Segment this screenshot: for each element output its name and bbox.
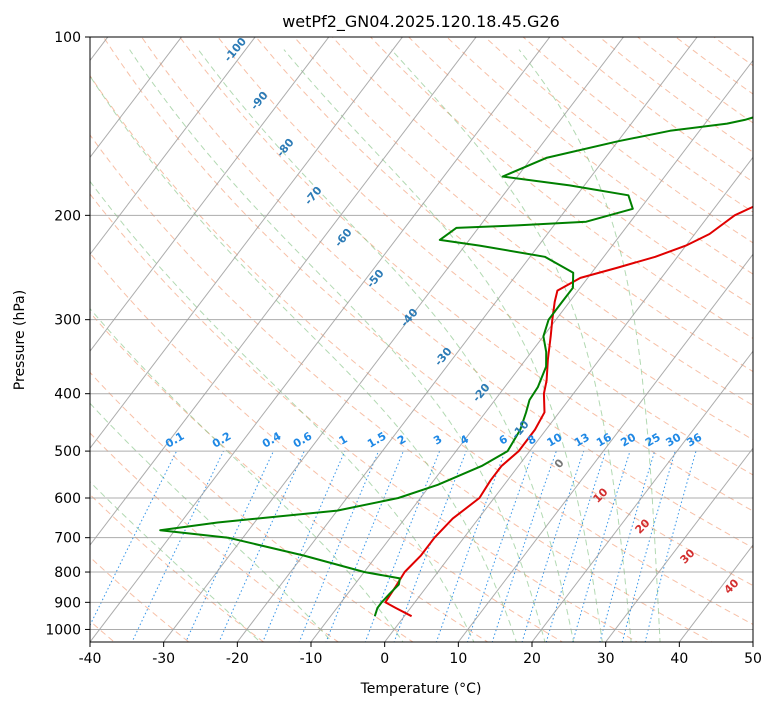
isotherm — [90, 37, 183, 159]
mixing-ratio-line — [131, 450, 224, 642]
y-tick-label: 200 — [54, 208, 81, 224]
mixing-ratio-line — [364, 450, 441, 642]
grid-lines — [0, 0, 753, 654]
plot-frame — [89, 36, 754, 643]
dry-adiabat — [255, 37, 753, 441]
dry-adiabat — [90, 311, 489, 642]
dry-adiabat — [90, 371, 414, 642]
y-tick-label: 400 — [54, 387, 81, 403]
x-tick-label: 0 — [380, 651, 389, 667]
x-axis-label: Temperature (°C) — [360, 681, 482, 697]
x-tick-label: -30 — [152, 651, 175, 667]
y-tick-label: 300 — [54, 313, 81, 329]
moist-adiabat — [90, 75, 517, 642]
mixing-ratio-line — [298, 450, 380, 642]
moist-adiabat — [518, 49, 661, 642]
dry-adiabat — [90, 134, 713, 642]
y-tick-label: 100 — [54, 30, 81, 46]
dry-adiabat — [141, 37, 753, 549]
moist-adiabat — [197, 49, 575, 642]
dry-adiabat — [90, 252, 564, 642]
axis-ticks: -40 -30 -20 -10 0 10 20 30 40 50 1000 900 800 700 600 5… — [45, 30, 762, 667]
mixing-ratio-line — [621, 450, 676, 642]
dry-adiabat — [102, 37, 753, 587]
mixing-ratio-line — [218, 450, 305, 642]
dry-adiabat — [217, 37, 753, 476]
isotherm — [90, 37, 330, 353]
dry-adiabat — [331, 37, 753, 373]
dry-adiabat — [598, 37, 753, 153]
chart-title: wetPf2_GN04.2025.120.18.45.G26 — [282, 12, 560, 32]
x-tick-label: 40 — [670, 651, 688, 667]
x-tick-label: -20 — [226, 651, 249, 667]
mixing-ratio-line — [325, 450, 404, 642]
y-axis-label: Pressure (hPa) — [12, 290, 28, 390]
x-tick-label: 20 — [523, 651, 541, 667]
mixing-ratio-line — [521, 450, 585, 642]
isotherm — [457, 253, 753, 642]
mixing-ratio-line — [545, 450, 607, 642]
isotherm — [0, 0, 4, 654]
dry-adiabat — [369, 37, 753, 340]
y-tick-label: 800 — [54, 565, 81, 581]
mixing-ratio-line — [185, 450, 274, 642]
mixing-ratio-line — [90, 450, 178, 627]
temperature-profile — [384, 205, 753, 618]
dry-adiabat — [674, 37, 753, 95]
isotherm — [531, 350, 753, 642]
isotherm — [605, 447, 753, 642]
isotherm — [310, 59, 753, 642]
moist-adiabat — [90, 307, 404, 642]
data-series — [159, 116, 753, 618]
dewpoint-profile — [159, 116, 753, 617]
x-tick-label: 50 — [744, 651, 762, 667]
x-tick-label: -40 — [79, 651, 102, 667]
dry-adiabat — [407, 37, 753, 307]
mixing-ratio-line — [599, 450, 656, 642]
moist-adiabat — [283, 49, 603, 642]
moist-adiabat — [90, 481, 261, 642]
mixing-ratio-line — [262, 450, 346, 642]
plot-area — [90, 37, 753, 642]
mixing-ratio-line — [644, 450, 697, 642]
moist-adiabat — [90, 180, 475, 642]
y-tick-label: 1000 — [45, 622, 81, 638]
y-tick-label: 900 — [54, 595, 81, 611]
isotherm — [384, 156, 753, 642]
y-tick-label: 700 — [54, 531, 81, 547]
isotherm — [90, 37, 256, 256]
dry-adiabat — [636, 37, 753, 124]
isotherm — [90, 37, 404, 449]
y-tick-label: 500 — [54, 444, 81, 460]
mixing-ratio-line — [393, 450, 467, 642]
isotherm — [90, 37, 551, 642]
moist-adiabat — [129, 49, 546, 642]
y-tick-label: 600 — [54, 491, 81, 507]
mixing-ratio-line — [572, 450, 631, 642]
isotherm — [90, 37, 477, 546]
isotherm — [236, 37, 698, 642]
x-tick-label: 30 — [597, 651, 615, 667]
dry-adiabat — [179, 37, 753, 512]
x-tick-label: -10 — [300, 651, 323, 667]
dry-adiabat — [293, 37, 753, 406]
x-tick-label: 10 — [449, 651, 467, 667]
isotherm — [163, 37, 625, 642]
moist-adiabat — [90, 402, 333, 642]
